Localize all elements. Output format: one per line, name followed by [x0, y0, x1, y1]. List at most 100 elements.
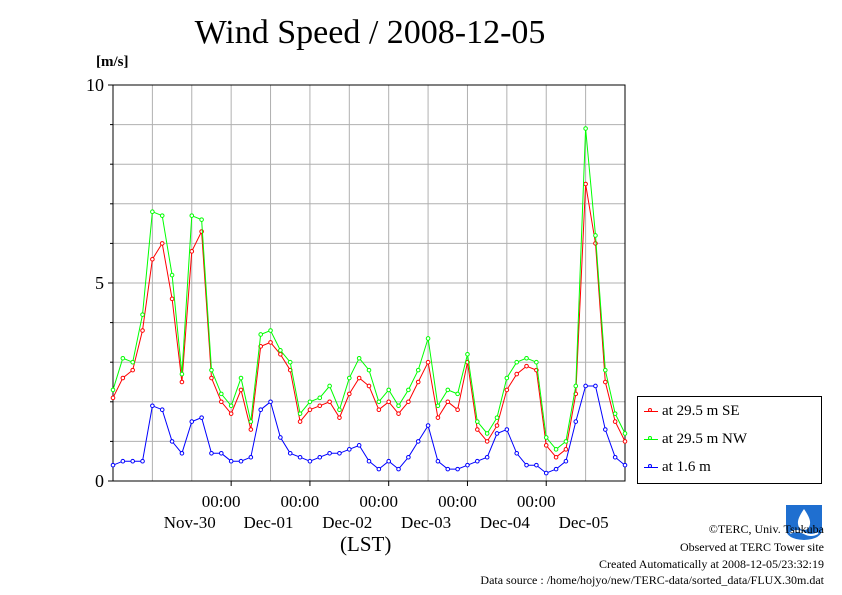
series-point-1: [583, 126, 588, 131]
series-point-0: [415, 379, 421, 385]
series-point-0: [563, 447, 569, 452]
series-point-2: [445, 466, 451, 472]
series-point-0: [494, 423, 500, 428]
series-point-1: [110, 387, 116, 393]
series-point-2: [435, 458, 441, 464]
series-point-2: [179, 450, 185, 456]
series-point-2: [396, 466, 401, 472]
series-point-2: [415, 439, 421, 444]
legend-label-se: at 29.5 m SE: [662, 403, 740, 419]
series-point-2: [583, 383, 588, 389]
series-point-1: [150, 209, 155, 215]
series-point-0: [248, 427, 254, 432]
x-tick-date-label: Dec-01: [244, 513, 294, 532]
series-point-1: [425, 336, 431, 341]
series-point-0: [209, 375, 214, 381]
legend-label-nw: at 29.5 m NW: [662, 431, 747, 447]
series-point-1: [376, 399, 382, 405]
series-line-0: [112, 183, 626, 458]
series-point-2: [297, 454, 303, 460]
series-point-2: [159, 407, 165, 413]
series-point-1: [612, 411, 618, 416]
x-tick-time-label: 00:00: [359, 492, 398, 511]
chart-title: Wind Speed / 2008-12-05: [194, 14, 546, 51]
series-point-2: [465, 462, 470, 468]
footer-observed: Observed at TERC Tower site: [679, 540, 824, 554]
series-point-2: [425, 423, 431, 428]
series-point-1: [130, 359, 135, 365]
series-point-1: [228, 403, 234, 409]
series-point-0: [219, 399, 224, 405]
series-point-2: [524, 462, 529, 468]
series-point-2: [534, 462, 539, 468]
series-line-1: [112, 128, 626, 450]
terc-logo-icon: [786, 505, 822, 540]
series-point-2: [327, 450, 332, 456]
series-point-0: [504, 387, 510, 393]
series-point-1: [258, 332, 263, 337]
series-point-2: [347, 447, 352, 452]
x-axis-label: (LST): [340, 532, 392, 556]
series-point-1: [199, 217, 204, 222]
series-point-0: [612, 419, 618, 424]
series-point-1: [159, 213, 165, 218]
series-point-1: [465, 351, 470, 357]
series-point-2: [110, 462, 116, 468]
series-point-0: [484, 439, 490, 444]
legend-item-se: at 29.5 m SE: [638, 401, 821, 423]
series-point-1: [189, 213, 195, 218]
series-point-1: [120, 355, 126, 361]
series-point-0: [386, 399, 391, 405]
series-point-1: [356, 355, 362, 361]
series-point-1: [337, 407, 342, 413]
series-point-0: [347, 391, 352, 397]
series-point-1: [553, 447, 559, 452]
y-tick-label: 10: [86, 75, 104, 95]
series-point-0: [150, 256, 155, 262]
series-point-1: [347, 375, 352, 381]
x-tick-date-label: Dec-04: [480, 513, 531, 532]
series-point-0: [130, 367, 135, 373]
series-point-0: [307, 407, 313, 413]
series-point-2: [258, 407, 263, 413]
series-point-1: [563, 439, 569, 444]
series-point-0: [475, 427, 480, 432]
series-point-2: [228, 458, 234, 464]
legend-item-nw: at 29.5 m NW: [638, 429, 821, 451]
series-point-2: [268, 399, 273, 405]
series-point-0: [366, 383, 372, 389]
series-point-1: [475, 419, 480, 424]
series-point-2: [622, 462, 628, 468]
series-point-1: [445, 387, 451, 393]
series-point-1: [327, 383, 332, 389]
series-point-1: [504, 375, 510, 381]
series-point-1: [169, 272, 175, 278]
series-point-2: [484, 454, 490, 460]
series-point-1: [248, 419, 254, 424]
series-point-2: [337, 450, 342, 456]
series-point-1: [307, 399, 313, 405]
series-point-1: [534, 359, 539, 365]
series-point-1: [573, 383, 579, 389]
series-point-2: [209, 450, 214, 456]
series-point-2: [248, 454, 254, 460]
series-point-1: [386, 387, 391, 393]
series-point-1: [514, 359, 519, 365]
series-point-1: [317, 395, 323, 401]
series-point-1: [297, 411, 303, 416]
series-point-0: [356, 375, 362, 381]
series-point-2: [504, 427, 510, 432]
series-point-0: [140, 328, 145, 333]
series-point-0: [110, 395, 116, 401]
series-point-0: [593, 241, 598, 246]
series-point-2: [376, 466, 382, 472]
series-point-0: [514, 371, 519, 377]
legend-item-1-6m: at 1.6 m: [638, 457, 821, 479]
x-tick-date-label: Nov-30: [164, 513, 216, 532]
series-point-0: [120, 375, 126, 381]
series-point-1: [219, 391, 224, 397]
series-point-2: [406, 454, 411, 460]
series-point-1: [484, 431, 490, 436]
